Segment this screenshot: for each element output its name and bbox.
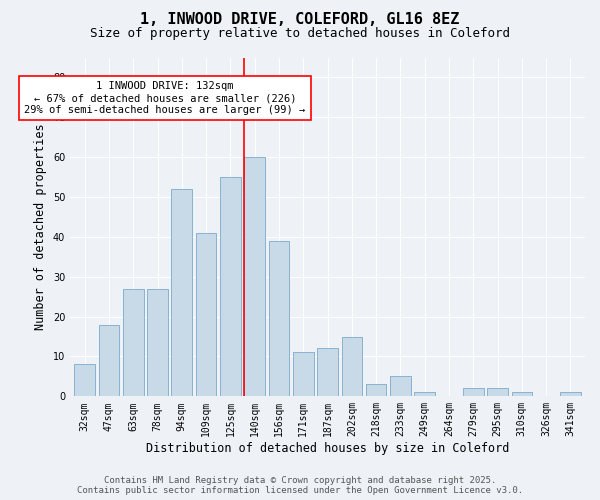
Bar [269,241,289,396]
Bar [220,177,241,396]
Bar [147,288,168,397]
Bar [98,324,119,396]
Text: Size of property relative to detached houses in Coleford: Size of property relative to detached ho… [90,28,510,40]
Bar [196,233,217,396]
Bar [341,336,362,396]
Text: 1 INWOOD DRIVE: 132sqm
← 67% of detached houses are smaller (226)
29% of semi-de: 1 INWOOD DRIVE: 132sqm ← 67% of detached… [24,82,305,114]
Bar [560,392,581,396]
Bar [463,388,484,396]
X-axis label: Distribution of detached houses by size in Coleford: Distribution of detached houses by size … [146,442,509,455]
Bar [487,388,508,396]
Bar [123,288,143,397]
Bar [366,384,386,396]
Bar [172,189,192,396]
Bar [415,392,435,396]
Bar [74,364,95,396]
Bar [317,348,338,397]
Bar [293,352,314,397]
Text: Contains HM Land Registry data © Crown copyright and database right 2025.
Contai: Contains HM Land Registry data © Crown c… [77,476,523,495]
Y-axis label: Number of detached properties: Number of detached properties [34,124,47,330]
Bar [390,376,411,396]
Text: 1, INWOOD DRIVE, COLEFORD, GL16 8EZ: 1, INWOOD DRIVE, COLEFORD, GL16 8EZ [140,12,460,28]
Bar [512,392,532,396]
Bar [244,157,265,396]
